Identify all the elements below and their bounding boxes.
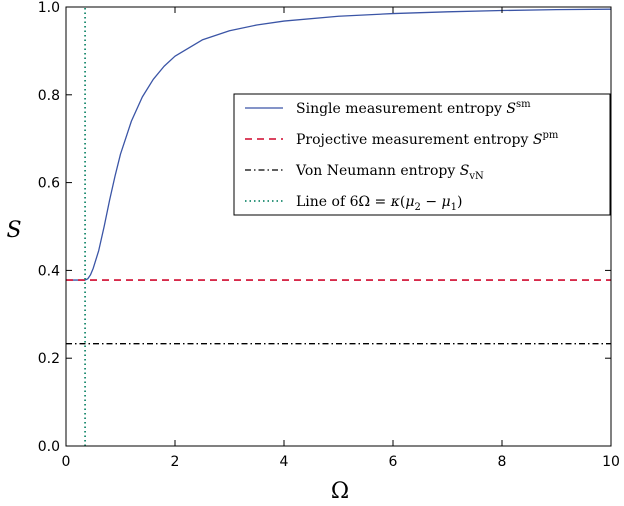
legend: Single measurement entropy Ssm Projectiv… — [233, 93, 611, 216]
x-tick-label: 2 — [171, 454, 180, 470]
y-axis-label: S — [6, 218, 21, 243]
y-tick-label: 0.4 — [38, 263, 60, 279]
plot-frame — [65, 6, 612, 447]
y-tick-label: 0.6 — [38, 176, 60, 192]
x-tick-label: 8 — [498, 454, 507, 470]
x-tick-label: 4 — [280, 454, 289, 470]
x-axis-label: Ω — [331, 479, 349, 504]
x-tick-label: 10 — [602, 454, 620, 470]
axis-ticks: 0 2 4 6 8 10 0.0 0.2 0.4 0.6 0.8 1.0 — [38, 0, 620, 470]
plot-lines — [66, 7, 611, 446]
y-tick-label: 0.0 — [38, 439, 60, 455]
series-single-measurement — [66, 8, 611, 281]
x-tick-label: 0 — [62, 454, 71, 470]
legend-box — [233, 93, 611, 216]
legend-label-projective: Projective measurement entropy Spm — [296, 130, 559, 148]
legend-label-single: Single measurement entropy Ssm — [296, 99, 531, 117]
legend-label-vonneumann: Von Neumann entropy SvN — [295, 163, 484, 182]
y-tick-label: 0.8 — [38, 88, 60, 104]
x-tick-label: 6 — [389, 454, 398, 470]
y-tick-label: 1.0 — [38, 0, 60, 16]
y-tick-label: 0.2 — [38, 351, 60, 367]
legend-label-line: Line of 6Ω = κ(μ2 − μ1) — [296, 194, 462, 213]
